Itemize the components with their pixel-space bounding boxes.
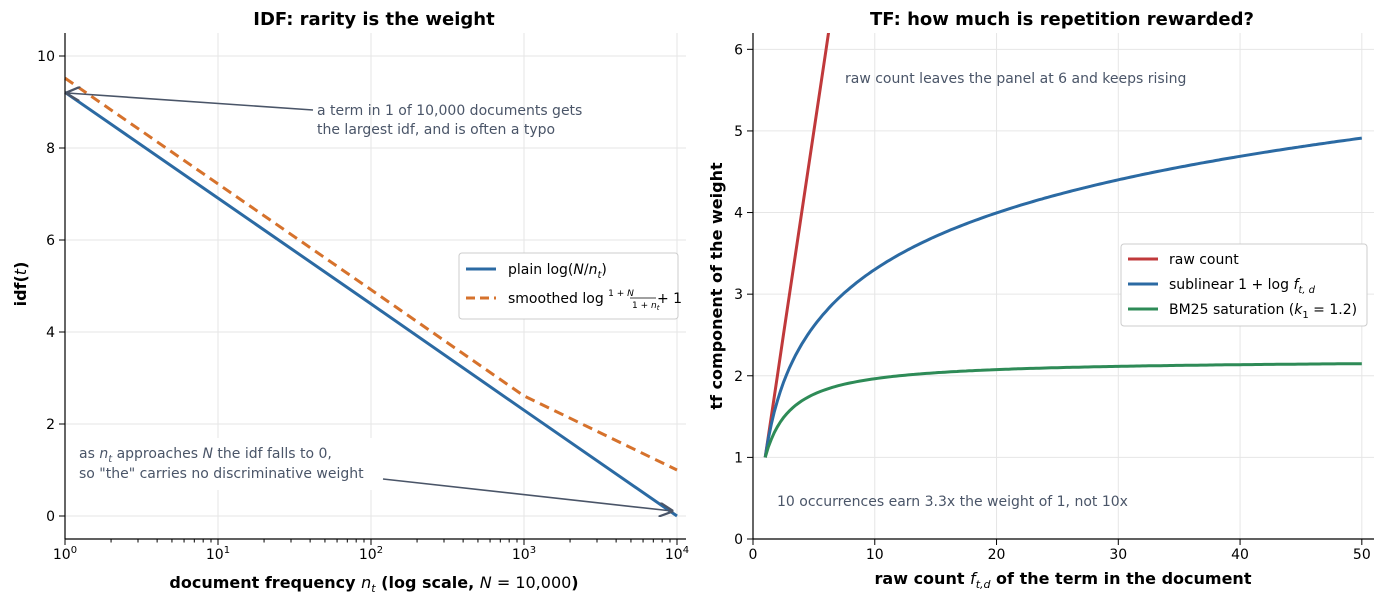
idf-series-plain <box>64 91 678 518</box>
idf-annotation-top: a term in 1 of 10,000 documents gets the… <box>317 103 587 138</box>
tf-x-axis-title: raw count ft,d of the term in the docume… <box>875 569 1252 591</box>
idf-annotation-arrow-bottom <box>382 478 672 511</box>
idf-legend: plain log(N/nt) smoothed log 1 + N 1 + n… <box>458 252 682 320</box>
idf-annotation-arrow-top <box>67 93 314 111</box>
tf-series-raw <box>763 33 831 458</box>
tf-x-tick-label-20: 20 <box>988 547 1006 563</box>
idf-panel: IDF: rarity is the weight 100 101 102 103 10… <box>11 9 689 595</box>
idf-y-tick-label-6: 6 <box>46 233 55 249</box>
tf-x-tick-label-0: 0 <box>749 547 758 563</box>
legend-label-plain: plain log(N/nt) <box>508 262 607 281</box>
svg-text:1 + nt: 1 + nt <box>632 301 660 312</box>
idf-series <box>64 76 678 518</box>
idf-y-tick-label-4: 4 <box>46 325 55 341</box>
tf-x-tick-label-10: 10 <box>866 547 884 563</box>
idf-x-tick-label-0: 100 <box>53 545 77 563</box>
tf-y-tick-label-0: 0 <box>734 532 743 548</box>
legend-label-smoothed: smoothed log 1 + N <box>508 289 634 307</box>
tf-y-tick-label-1: 1 <box>734 450 743 466</box>
legend-label-bm25: BM25 saturation (k1 = 1.2) <box>1169 302 1357 321</box>
legend-label-raw: raw count <box>1169 252 1239 268</box>
tf-y-tick-label-2: 2 <box>734 369 743 385</box>
idf-y-tick-label-0: 0 <box>46 509 55 525</box>
legend-label-sublinear: sublinear 1 + log ft, d <box>1169 277 1316 296</box>
tf-series-bm25 <box>763 362 1362 458</box>
idf-y-tick-label-8: 8 <box>46 141 55 157</box>
tf-y-axis-title: tf component of the weight <box>707 162 726 410</box>
tf-chart-title: TF: how much is repetition rewarded? <box>870 9 1254 30</box>
tf-annotation-ratio: 10 occurrences earn 3.3x the weight of 1… <box>777 494 1128 510</box>
tf-y-tick-label-4: 4 <box>734 206 743 222</box>
idf-ticks: 100 101 102 103 104 0 2 4 6 8 10 <box>37 33 689 563</box>
tf-y-tick-label-5: 5 <box>734 124 743 140</box>
idf-series-smoothed <box>64 76 678 472</box>
tf-y-tick-label-6: 6 <box>734 42 743 58</box>
tf-panel: TF: how much is repetition rewarded? 0 10… <box>707 9 1374 591</box>
tf-legend: raw count sublinear 1 + log ft, d BM25 s… <box>1120 243 1368 327</box>
svg-text:+ 1: + 1 <box>657 291 682 307</box>
idf-x-tick-label-2: 102 <box>359 545 383 563</box>
idf-y-tick-label-2: 2 <box>46 417 55 433</box>
tf-x-tick-label-40: 40 <box>1231 547 1249 563</box>
idf-x-axis-title: document frequency nt (log scale, N = 10… <box>169 573 578 595</box>
tf-y-tick-label-3: 3 <box>734 287 743 303</box>
tf-x-tick-label-50: 50 <box>1353 547 1371 563</box>
tf-annotation-raw: raw count leaves the panel at 6 and keep… <box>845 71 1186 87</box>
idf-y-tick-label-10: 10 <box>37 49 55 65</box>
tf-series-sublinear <box>763 136 1362 458</box>
idf-x-tick-label-3: 103 <box>512 545 536 563</box>
idf-chart-title: IDF: rarity is the weight <box>253 9 495 30</box>
idf-x-tick-label-4: 104 <box>665 545 689 563</box>
idf-y-axis-title: idf(t) <box>11 262 30 307</box>
tf-ticks: 0 10 20 30 40 50 0 1 2 3 4 5 6 <box>734 33 1374 563</box>
idf-x-tick-label-1: 101 <box>206 545 230 563</box>
idf-annotation-bottom: as nt approaches N the idf falls to 0, s… <box>79 446 364 482</box>
tf-x-tick-label-30: 30 <box>1109 547 1127 563</box>
tf-series <box>763 33 1362 458</box>
